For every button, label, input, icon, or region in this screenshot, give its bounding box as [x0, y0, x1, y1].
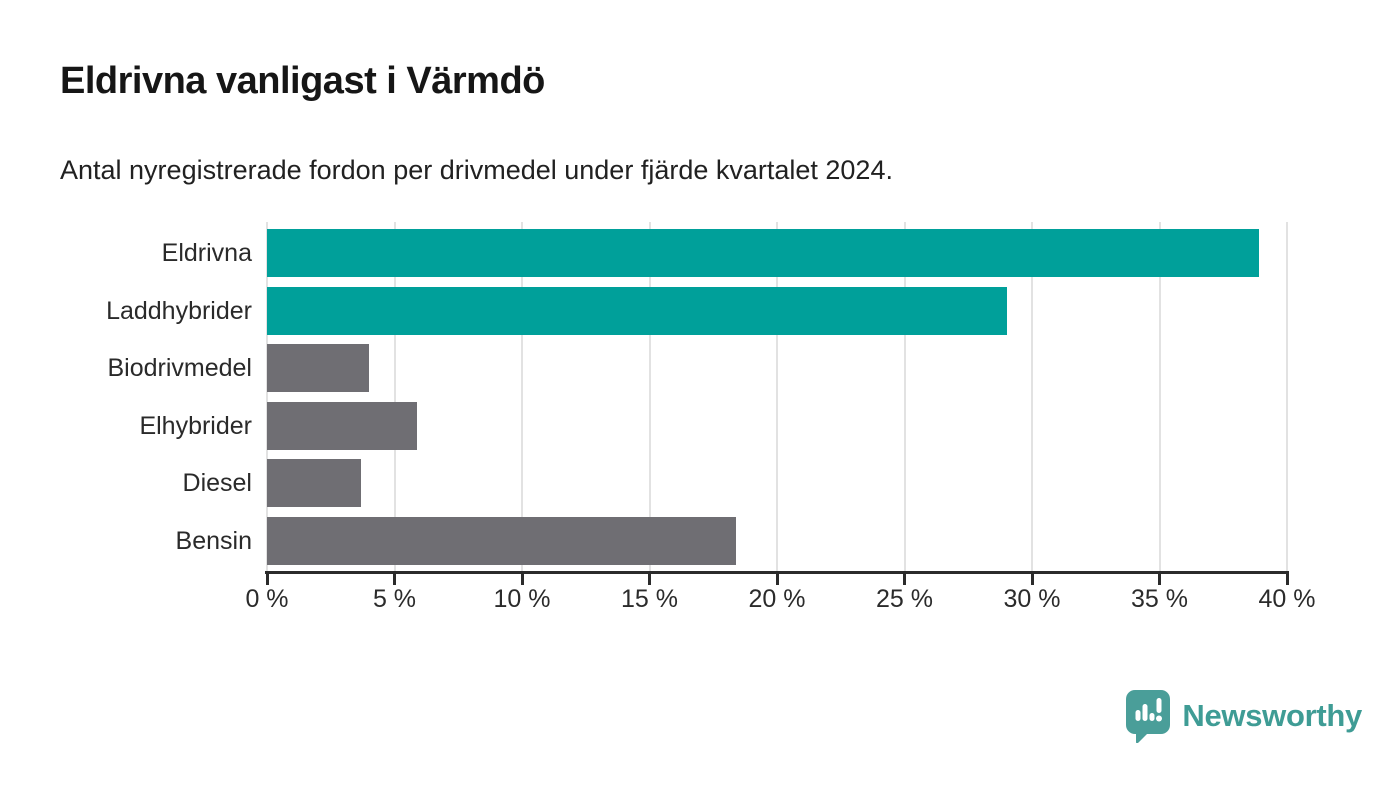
gridline-35	[1158, 222, 1161, 571]
tick-label-25: 25 %	[876, 585, 933, 613]
tick-mark-15	[648, 574, 651, 585]
bar-bensin	[267, 516, 737, 565]
category-label-elhybrider: Elhybrider	[139, 411, 252, 440]
gridline-40	[1286, 222, 1288, 571]
newsworthy-logo: Newsworthy	[1125, 688, 1362, 744]
chart-title: Eldrivna vanligast i Värmdö	[60, 60, 545, 102]
category-label-laddhybrider: Laddhybrider	[106, 296, 252, 325]
tick-mark-35	[1158, 574, 1161, 585]
tick-mark-25	[903, 574, 906, 585]
gridline-20	[776, 222, 778, 571]
x-axis-line	[265, 571, 1289, 574]
category-label-biodrivmedel: Biodrivmedel	[107, 354, 252, 382]
tick-mark-20	[775, 574, 779, 585]
tick-label-40: 40 %	[1258, 585, 1316, 613]
category-label-eldrivna: Eldrivna	[161, 239, 252, 267]
bar-chart-plot-area: 0 % 5 % 10 % 15 % 20 % 25 % 30 % 35 % 40 %	[245, 222, 1315, 613]
tick-label-30: 30 %	[1003, 585, 1061, 613]
tick-mark-0	[265, 574, 269, 585]
bar-diesel	[267, 459, 362, 507]
tick-label-0: 0 %	[245, 585, 289, 613]
gridline-30	[1031, 222, 1033, 571]
tick-label-5: 5 %	[372, 585, 417, 613]
tick-mark-10	[520, 574, 524, 585]
gridline-15	[648, 222, 651, 571]
tick-label-10: 10 %	[493, 585, 551, 613]
bar-biodrivmedel	[267, 344, 369, 392]
newsworthy-logo-icon	[1126, 690, 1171, 743]
gridline-5	[393, 222, 396, 571]
category-label-bensin: Bensin	[175, 526, 252, 555]
tick-mark-30	[1030, 574, 1034, 585]
gridline-25	[903, 222, 906, 571]
newsworthy-logo-text: Newsworthy	[1182, 698, 1362, 733]
bar-laddhybrider	[267, 286, 1007, 335]
gridline-0	[266, 222, 268, 571]
gridline-10	[521, 222, 523, 571]
category-label-diesel: Diesel	[182, 469, 252, 497]
bar-eldrivna	[267, 229, 1259, 277]
tick-label-35: 35 %	[1131, 585, 1188, 613]
chart-subtitle: Antal nyregistrerade fordon per drivmede…	[60, 155, 893, 185]
tick-mark-5	[393, 574, 396, 585]
tick-label-20: 20 %	[748, 585, 806, 613]
bar-elhybrider	[267, 401, 418, 450]
tick-mark-40	[1285, 574, 1289, 585]
tick-label-15: 15 %	[621, 585, 678, 613]
